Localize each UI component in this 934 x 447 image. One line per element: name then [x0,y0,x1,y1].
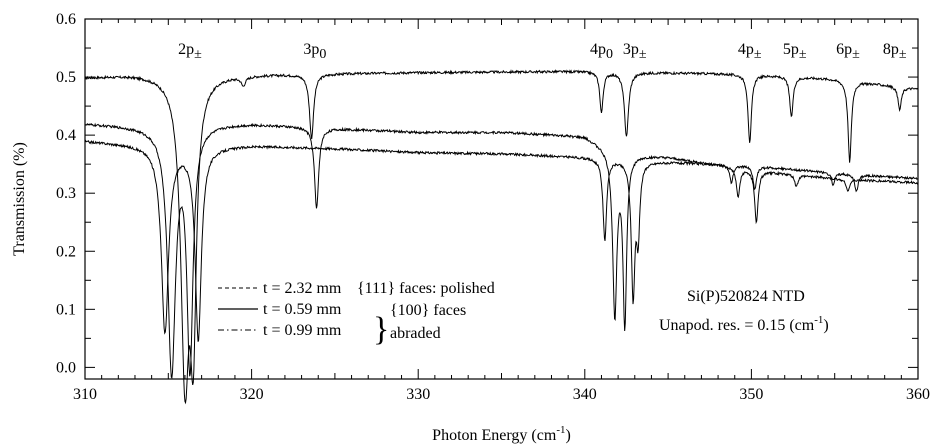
peak-label: 3p0 [303,41,326,62]
legend-note-111: {111} faces: polished [357,280,495,297]
x-axis-title: Photon Energy (cm-1) [432,424,571,444]
peak-label: 4p± [738,41,762,62]
peak-label: 4p0 [590,41,613,62]
y-tick-label: 0.3 [56,185,76,202]
legend: t = 2.32 mm t = 0.59 mm t = 0.99 mm {111… [218,280,495,348]
x-tick-label: 320 [240,386,264,403]
x-tick-label: 330 [406,386,430,403]
y-axis-ticks: 0.0 0.1 0.2 0.3 0.4 0.5 0.6 [56,11,918,376]
peak-label: 3p± [623,41,647,62]
peak-label: 8p± [883,41,907,62]
sample-annotation: Si(P)520824 NTD [687,288,805,305]
x-tick-label: 310 [73,386,97,403]
spectrum-series-3 [84,139,919,342]
x-tick-label: 340 [573,386,597,403]
y-tick-label: 0.5 [56,69,76,86]
legend-brace: } [373,311,389,348]
y-axis-title: Transmission (%) [11,142,28,256]
spectrum-series-1 [84,69,919,405]
y-tick-label: 0.4 [56,127,76,144]
legend-note-abraded: abraded [390,325,441,342]
peak-label: 6p± [836,41,860,62]
peak-label: 5p± [783,41,807,62]
legend-label-medium: t = 0.99 mm [263,322,342,339]
legend-note-100: {100} faces [390,302,466,319]
x-tick-label: 350 [739,386,763,403]
y-tick-label: 0.2 [56,243,76,260]
legend-label-thick: t = 2.32 mm [263,280,342,297]
x-axis-ticks: 310 320 330 340 350 360 [73,19,930,403]
peak-label: 2p± [178,41,202,62]
resolution-annotation: Unapod. res. = 0.15 (cm-1) [659,314,829,334]
y-tick-label: 0.0 [56,359,76,376]
y-tick-label: 0.1 [56,301,76,318]
peak-labels: 2p± 3p0 4p0 3p± 4p± 5p± 6p± 8p± [178,41,907,62]
series-layer [84,69,919,405]
legend-label-thin: t = 0.59 mm [263,301,342,318]
y-tick-label: 0.6 [56,11,76,28]
spectrum-series-2 [84,122,919,379]
x-tick-label: 360 [906,386,930,403]
